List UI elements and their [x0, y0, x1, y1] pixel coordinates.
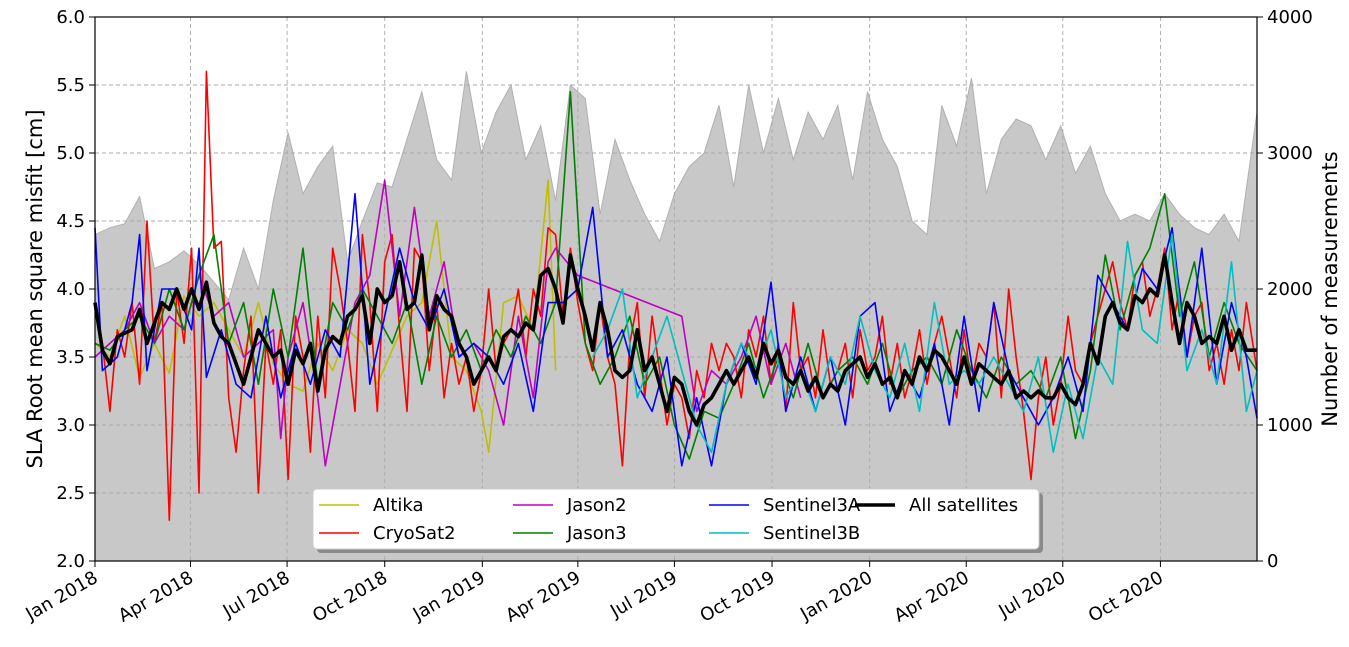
legend-label-altika: Altika: [373, 495, 424, 516]
y-tick-label: 6.0: [56, 7, 85, 28]
y-tick-label: 5.0: [56, 143, 85, 164]
legend-label-jason3: Jason3: [566, 523, 627, 544]
y2-tick-label: 2000: [1267, 279, 1313, 300]
y2-tick-label: 1000: [1267, 415, 1313, 436]
x-tick-label: Jul 2020: [995, 567, 1070, 622]
x-tick-label: Jul 2018: [219, 567, 294, 622]
y-tick-label: 4.0: [56, 279, 85, 300]
y2-tick-label: 0: [1267, 551, 1278, 572]
x-tick-label: Apr 2018: [115, 567, 197, 627]
y-axis-label: SLA Root mean square misfit [cm]: [23, 109, 47, 468]
y-tick-label: 3.5: [56, 347, 85, 368]
x-tick-label: Jan 2018: [21, 567, 101, 625]
legend-label-cryosat2: CryoSat2: [373, 523, 456, 544]
legend-label-all-satellites: All satellites: [909, 495, 1018, 516]
x-tick-label: Apr 2019: [502, 567, 584, 627]
y-tick-label: 3.0: [56, 415, 85, 436]
y2-tick-label: 3000: [1267, 143, 1313, 164]
y2-tick-label: 4000: [1267, 7, 1313, 28]
series-line-jason3: [94, 91, 1258, 460]
legend-label-jason2: Jason2: [566, 495, 627, 516]
y-tick-label: 2.0: [56, 551, 85, 572]
x-tick-label: Oct 2020: [1085, 567, 1167, 627]
legend: Altika CryoSat2 Jason2 Jason3 Sentinel3A Sent…: [312, 488, 1043, 553]
y2-axis-label: Number of measurements: [1318, 151, 1342, 426]
x-tick-label: Oct 2018: [309, 567, 391, 627]
x-tick-label: Apr 2020: [891, 567, 973, 627]
legend-label-sentinel3b: Sentinel3B: [763, 523, 860, 544]
series-line-all-satellites: [93, 253, 1257, 427]
x-tick-label: Oct 2019: [696, 567, 778, 627]
y-tick-label: 5.5: [56, 75, 85, 96]
legend-label-sentinel3a: Sentinel3A: [763, 495, 861, 516]
x-tick-label: Jan 2019: [409, 567, 489, 625]
x-tick-label: Jan 2020: [796, 567, 876, 625]
y-tick-label: 4.5: [56, 211, 85, 232]
x-tick-label: Jul 2019: [606, 567, 681, 622]
series-lines-layer: [93, 70, 1258, 522]
series-line-sentinel3b: [591, 233, 1258, 454]
y-tick-label: 2.5: [56, 483, 85, 504]
